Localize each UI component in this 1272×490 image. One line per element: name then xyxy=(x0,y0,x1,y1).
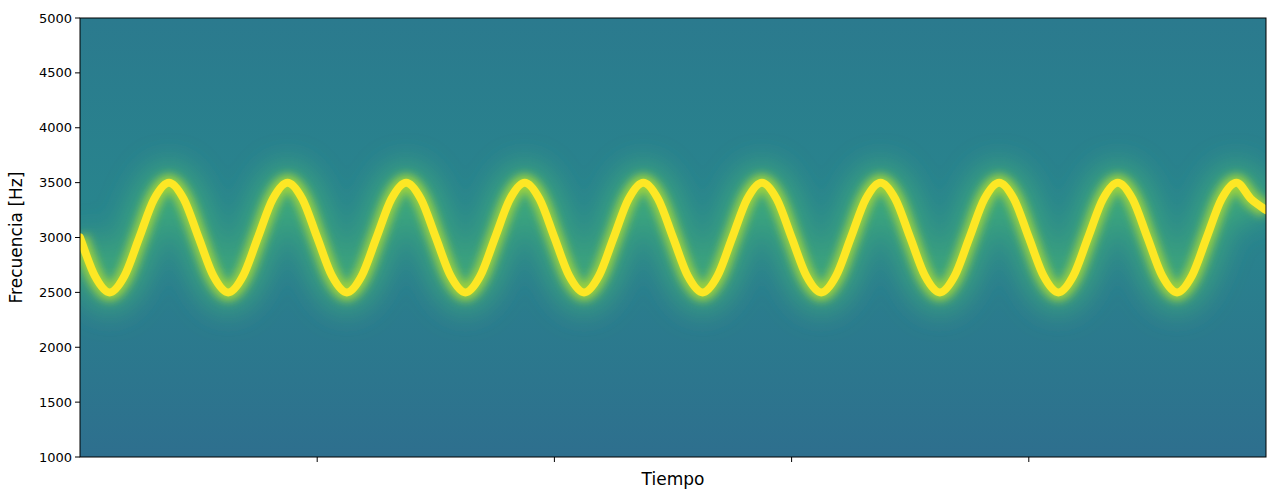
y-tick-label: 2500 xyxy=(39,285,72,300)
y-tick xyxy=(75,292,80,293)
y-tick-label: 1000 xyxy=(39,450,72,465)
y-axis-title: Frecuencia [Hz] xyxy=(6,172,26,304)
x-tick xyxy=(554,457,555,462)
y-tick xyxy=(75,18,80,19)
curve-halo xyxy=(80,183,1266,293)
plot-frame xyxy=(80,18,1266,457)
y-tick xyxy=(75,72,80,73)
y-tick-label: 1500 xyxy=(39,395,72,410)
x-tick xyxy=(1028,457,1029,462)
plot-background xyxy=(80,18,1266,457)
x-axis-title: Tiempo xyxy=(641,469,705,489)
curve-glow xyxy=(80,183,1266,293)
frequency-curve xyxy=(80,183,1266,293)
y-tick-label: 4000 xyxy=(39,120,72,135)
y-tick-label: 2000 xyxy=(39,340,72,355)
plot-marks xyxy=(80,183,1266,293)
x-tick xyxy=(317,457,318,462)
y-tick-label: 3000 xyxy=(39,230,72,245)
y-tick xyxy=(75,402,80,403)
chart: 1000 1500 2000 2500 3000 3500 4000 4500 5000 Tiem… xyxy=(0,0,1272,490)
y-tick xyxy=(75,347,80,348)
y-tick xyxy=(75,182,80,183)
x-tick xyxy=(791,457,792,462)
y-tick xyxy=(75,237,80,238)
y-tick-label: 5000 xyxy=(39,11,72,26)
y-tick xyxy=(75,457,80,458)
y-tick-label: 3500 xyxy=(39,175,72,190)
y-tick xyxy=(75,127,80,128)
y-tick-label: 4500 xyxy=(39,65,72,80)
